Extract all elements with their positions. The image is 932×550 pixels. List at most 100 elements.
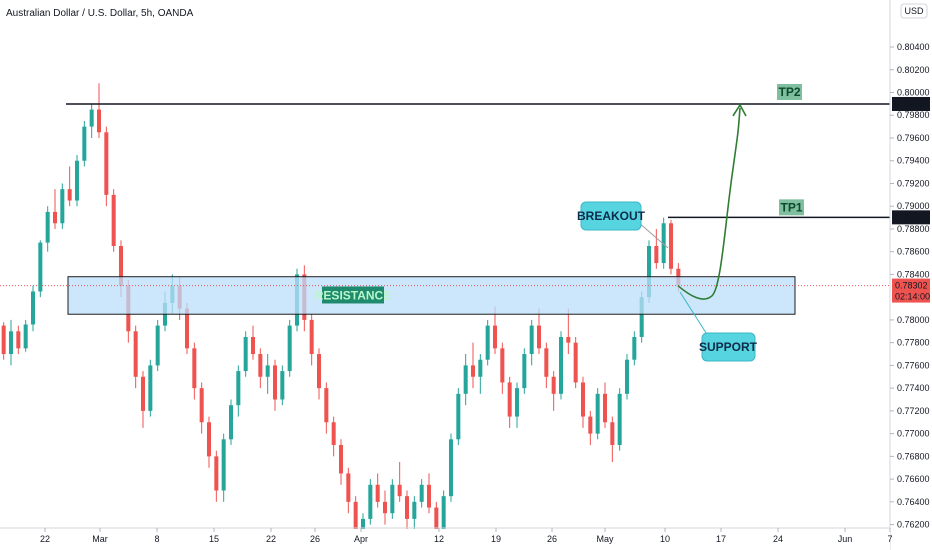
candle-body [258, 354, 263, 377]
candle-body [60, 189, 65, 224]
candle-body [133, 331, 138, 377]
y-tick-label: 0.78600 [897, 247, 930, 257]
tp1-tag [779, 199, 804, 216]
currency-box[interactable] [900, 3, 928, 19]
candle-body [492, 325, 498, 349]
y-tick-label: 0.77800 [897, 338, 930, 348]
candle-body [595, 393, 600, 434]
y-tick-label: 0.76800 [897, 451, 930, 461]
candle-body [507, 382, 512, 417]
breakout-callout [580, 201, 642, 231]
y-tick-label: 0.76600 [897, 474, 930, 484]
candle-body [470, 365, 476, 377]
candle-body [412, 501, 417, 519]
candle-body [617, 393, 622, 445]
candle-body [192, 348, 197, 389]
candle-body [148, 365, 153, 411]
chart-title: Australian Dollar / U.S. Dollar, 5h, OAN… [6, 8, 194, 19]
candle-body [155, 325, 160, 366]
candle-body [382, 501, 388, 514]
candle-body [646, 246, 652, 298]
projection-arrowhead [732, 103, 747, 117]
candle-body [668, 223, 674, 269]
resistance-zone [67, 276, 796, 315]
candle-body [368, 484, 373, 519]
last-price-tag [892, 278, 930, 303]
candle-body [199, 388, 204, 423]
candle-body [573, 342, 578, 383]
x-tick-label: Jun [838, 534, 853, 544]
candle-body [536, 325, 542, 349]
candle-body [419, 484, 424, 502]
candle-body [250, 336, 256, 355]
candle-body [588, 416, 593, 434]
candle-body [580, 382, 586, 417]
x-tick-label: 22 [40, 534, 50, 544]
price-level-label: 0.79899 [895, 99, 928, 109]
candle-body [38, 242, 43, 292]
y-tick-label: 0.77000 [897, 429, 930, 439]
candle-body [331, 422, 336, 445]
candle-body [456, 393, 461, 440]
currency-label: USD [904, 6, 924, 16]
candle-body [500, 348, 505, 383]
y-tick-label: 0.77200 [897, 406, 930, 416]
candle-body [346, 473, 351, 502]
candle-body [397, 484, 402, 497]
levels-layer: RESISTANCE [0, 103, 890, 315]
x-tick-label: 22 [266, 534, 276, 544]
countdown-label: 02:14:00 [895, 292, 930, 302]
tp2-tag [777, 83, 802, 100]
y-tick-label: 0.77400 [897, 383, 930, 393]
candle-body [228, 405, 234, 440]
candle-body [184, 308, 190, 349]
candle-body [280, 371, 285, 400]
y-axis-background [891, 0, 932, 550]
candle-body [338, 444, 344, 474]
candle-body [265, 365, 270, 377]
resistance-label: RESISTANCE [315, 288, 391, 302]
x-tick-label: 17 [716, 534, 726, 544]
y-tick-label: 0.78000 [897, 315, 930, 325]
tp1-text: TP1 [780, 200, 802, 214]
x-tick-label: May [596, 534, 614, 544]
candle-body [426, 484, 432, 508]
y-tick-label: 0.79600 [897, 133, 930, 143]
candle-body [566, 336, 571, 343]
candle-body [82, 126, 87, 161]
candle-body [434, 507, 439, 536]
y-tick-label: 0.77600 [897, 360, 930, 370]
candle-body [551, 376, 556, 394]
candle-body [309, 319, 314, 355]
candle-body [96, 109, 102, 133]
candle-body [463, 365, 468, 394]
candle-body [104, 132, 109, 195]
candle-body [558, 336, 564, 394]
support-text: SUPPORT [699, 340, 758, 354]
tp2-text: TP2 [778, 85, 800, 99]
y-tick-label: 0.78400 [897, 269, 930, 279]
y-tick-label: 0.79000 [897, 201, 930, 211]
x-tick-label: 15 [209, 534, 219, 544]
candle-body [478, 359, 483, 377]
candle-body [375, 484, 380, 502]
x-tick-label: 12 [434, 534, 444, 544]
candle-body [522, 354, 527, 389]
candle-body [404, 496, 410, 519]
candle-body [632, 336, 637, 360]
x-tick-label: Apr [354, 534, 368, 544]
x-tick-label: 8 [154, 534, 159, 544]
y-tick-label: 0.80400 [897, 42, 930, 52]
breakout-text: BREAKOUT [577, 209, 646, 223]
candle-body [353, 501, 358, 536]
candle-body [639, 297, 644, 337]
last-price-label: 0.78302 [895, 281, 928, 291]
candle-body [324, 388, 329, 423]
resistance-label-bg [322, 286, 384, 304]
x-tick-label: 7 [887, 534, 892, 544]
candle-body [441, 496, 446, 536]
candle-body [610, 422, 615, 445]
y-tick-label: 0.80200 [897, 65, 930, 75]
